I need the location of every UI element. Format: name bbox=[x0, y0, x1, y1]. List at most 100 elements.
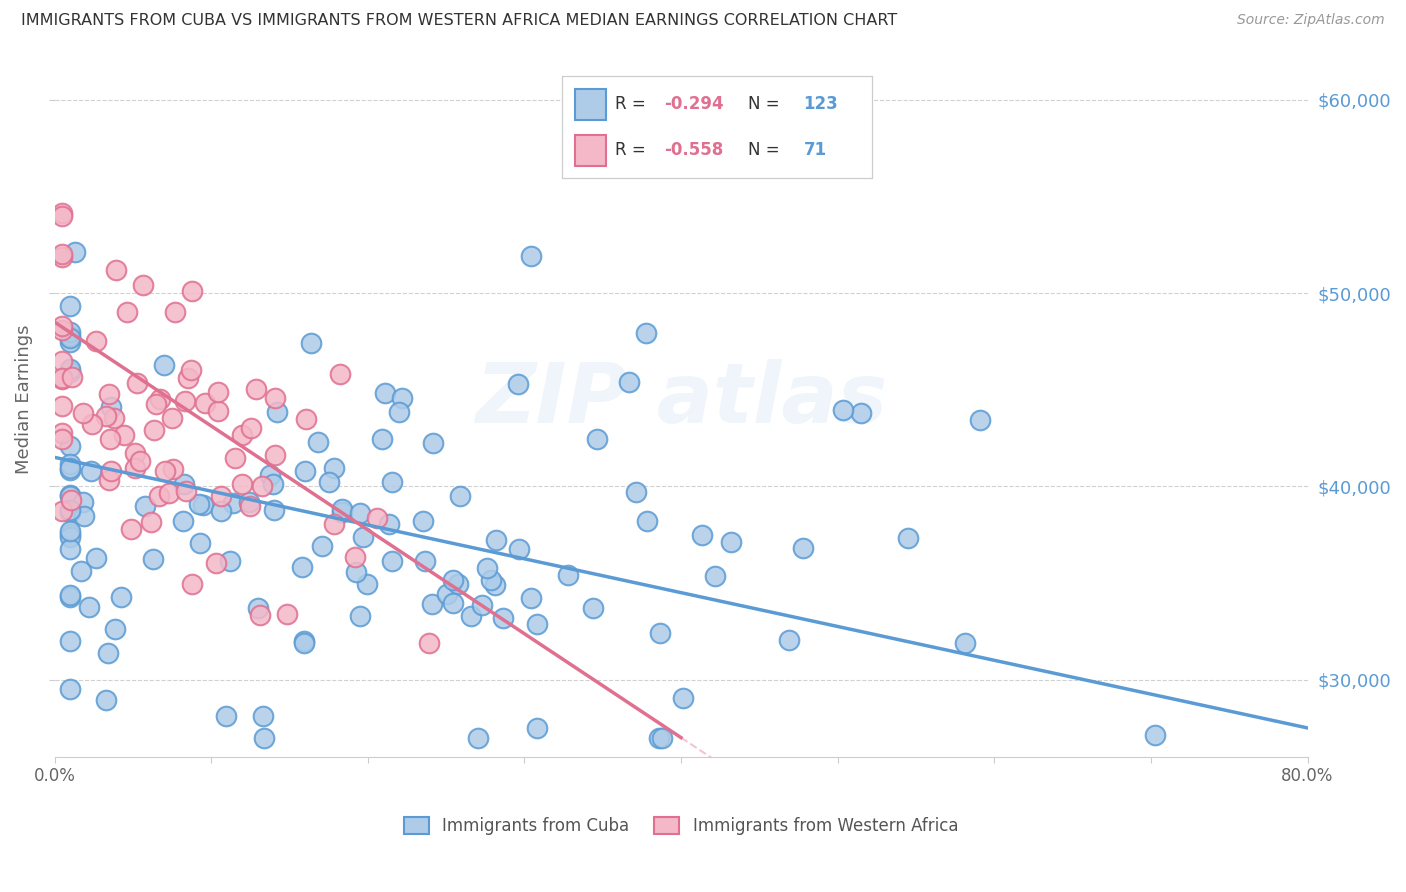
Point bbox=[209, 489, 232, 503]
Point bbox=[51, 432, 73, 446]
Point bbox=[352, 530, 374, 544]
Point bbox=[692, 528, 714, 542]
Point bbox=[349, 609, 371, 624]
Point bbox=[77, 599, 100, 614]
Point bbox=[650, 625, 672, 640]
Point bbox=[152, 358, 174, 372]
Point bbox=[330, 505, 353, 519]
Point bbox=[484, 578, 506, 592]
Point bbox=[124, 445, 146, 459]
Point bbox=[231, 428, 253, 442]
Point bbox=[704, 568, 727, 582]
Point bbox=[205, 556, 228, 570]
Point bbox=[1144, 728, 1167, 742]
Point bbox=[344, 549, 367, 564]
Point bbox=[969, 413, 991, 427]
Point bbox=[103, 410, 125, 425]
Point bbox=[526, 617, 548, 632]
Point bbox=[59, 524, 82, 538]
Point bbox=[145, 397, 167, 411]
Point bbox=[153, 464, 176, 478]
Point bbox=[172, 514, 194, 528]
Point bbox=[163, 305, 186, 319]
Point bbox=[98, 473, 121, 487]
Point bbox=[51, 354, 73, 368]
Point bbox=[174, 483, 197, 498]
Point bbox=[253, 731, 276, 745]
Point bbox=[479, 574, 502, 588]
Point bbox=[520, 248, 543, 262]
Point bbox=[120, 522, 142, 536]
Point bbox=[157, 485, 180, 500]
Point bbox=[651, 731, 673, 745]
Point bbox=[617, 376, 640, 390]
Point bbox=[69, 564, 91, 578]
Point bbox=[526, 721, 548, 735]
Point bbox=[79, 465, 101, 479]
Point bbox=[134, 500, 156, 514]
Point bbox=[51, 206, 73, 220]
Legend: Immigrants from Cuba, Immigrants from Western Africa: Immigrants from Cuba, Immigrants from We… bbox=[395, 808, 966, 843]
Point bbox=[264, 391, 287, 405]
Point bbox=[634, 326, 657, 340]
Point bbox=[291, 560, 314, 574]
Point bbox=[307, 434, 329, 449]
Point bbox=[59, 489, 82, 503]
Point bbox=[447, 577, 470, 591]
Point bbox=[849, 406, 872, 420]
Point bbox=[59, 488, 82, 502]
Point bbox=[100, 400, 122, 414]
Point bbox=[506, 377, 529, 392]
Point bbox=[412, 514, 434, 528]
Point bbox=[508, 542, 530, 557]
Point bbox=[59, 463, 82, 477]
Point bbox=[250, 479, 273, 493]
Point bbox=[831, 403, 853, 417]
Point bbox=[413, 554, 436, 568]
Point bbox=[112, 428, 135, 442]
Point bbox=[295, 411, 318, 425]
Point bbox=[219, 554, 242, 568]
Point bbox=[624, 485, 647, 500]
Point bbox=[143, 423, 166, 437]
Point bbox=[97, 646, 120, 660]
Point bbox=[329, 367, 352, 381]
Point bbox=[72, 495, 94, 509]
Point bbox=[72, 508, 94, 523]
Point bbox=[104, 622, 127, 636]
Point bbox=[266, 405, 288, 419]
Point bbox=[349, 506, 371, 520]
Point bbox=[142, 552, 165, 566]
Point bbox=[436, 587, 458, 601]
Text: IMMIGRANTS FROM CUBA VS IMMIGRANTS FROM WESTERN AFRICA MEDIAN EARNINGS CORRELATI: IMMIGRANTS FROM CUBA VS IMMIGRANTS FROM … bbox=[21, 13, 897, 29]
Point bbox=[160, 411, 183, 425]
Point bbox=[356, 577, 378, 591]
Point bbox=[51, 247, 73, 261]
Point bbox=[84, 334, 107, 348]
Point bbox=[247, 600, 270, 615]
Point bbox=[128, 454, 150, 468]
Point bbox=[492, 611, 515, 625]
Point bbox=[100, 464, 122, 478]
Point bbox=[207, 404, 229, 418]
Point bbox=[96, 693, 118, 707]
Y-axis label: Median Earnings: Median Earnings bbox=[15, 325, 32, 475]
Point bbox=[231, 477, 253, 491]
Point bbox=[259, 468, 281, 483]
Point bbox=[180, 363, 202, 377]
Point bbox=[467, 731, 489, 745]
Text: Source: ZipAtlas.com: Source: ZipAtlas.com bbox=[1237, 13, 1385, 28]
Point bbox=[586, 432, 609, 446]
Point bbox=[263, 449, 285, 463]
Point bbox=[59, 329, 82, 343]
Point bbox=[59, 505, 82, 519]
Point bbox=[485, 533, 508, 547]
Point bbox=[344, 565, 367, 579]
Point bbox=[177, 370, 200, 384]
Point bbox=[441, 573, 464, 587]
Point bbox=[449, 489, 471, 503]
Text: ZIP atlas: ZIP atlas bbox=[475, 359, 887, 440]
Point bbox=[51, 399, 73, 413]
Point bbox=[311, 539, 333, 553]
Point bbox=[299, 336, 322, 351]
